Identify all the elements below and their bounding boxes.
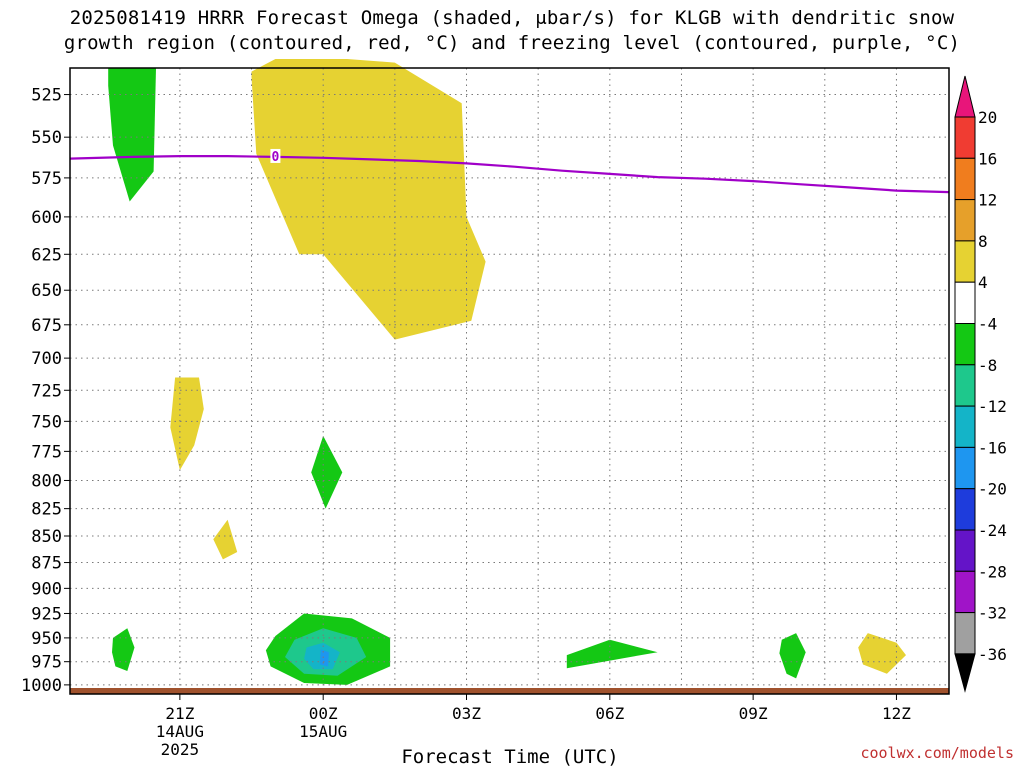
y-tick-label-700: 700: [31, 349, 62, 369]
omega-region-0: [108, 68, 156, 202]
colorbar-label-6: -8: [978, 356, 997, 375]
y-tick-label-675: 675: [31, 316, 62, 336]
colorbar-label-12: -32: [978, 604, 1007, 623]
y-tick-label-850: 850: [31, 527, 62, 547]
chart-title: 2025081419 HRRR Forecast Omega (shaded, …: [0, 6, 1024, 56]
omega-region-1: [251, 59, 486, 340]
colorbar-bin-7: [954, 364, 976, 407]
credit-link[interactable]: coolwx.com/models: [860, 744, 1014, 762]
colorbar-bin-6: [954, 323, 976, 366]
colorbar-bin-8: [954, 405, 976, 448]
colorbar-label-8: -16: [978, 438, 1007, 457]
x-tick-sublabel-21Z: 14AUG: [156, 722, 204, 741]
y-axis: 525 550 575 600 625 650 675 700 725 750 775 800 825 8…: [21, 86, 70, 696]
y-tick-label-800: 800: [31, 471, 62, 491]
omega-region-5: [112, 628, 135, 671]
colorbar-bin-1: [954, 116, 976, 159]
y-tick-label-525: 525: [31, 86, 62, 106]
omega-region-12: [858, 633, 906, 674]
y-tick-label-575: 575: [31, 169, 62, 189]
x-tick-label-06Z: 06Z: [595, 704, 624, 723]
y-tick-label-875: 875: [31, 554, 62, 574]
omega-region-10: [566, 639, 658, 669]
colorbar-label-3: 8: [978, 232, 988, 251]
colorbar-label-1: 16: [978, 149, 997, 168]
colorbar-label-0: 20: [978, 108, 997, 127]
y-tick-label-950: 950: [31, 629, 62, 649]
colorbar-bin-12: [954, 570, 976, 614]
x-tick-label-21Z: 21Z: [165, 704, 194, 723]
contour-label-bg: [270, 148, 281, 163]
grid: [70, 68, 949, 694]
colorbar-bin-2: [954, 157, 976, 201]
colorbar-bottom-triangle: [954, 653, 976, 693]
omega-region-2: [170, 377, 204, 471]
x-tick-label-12Z: 12Z: [882, 704, 911, 723]
omega-region-9: [319, 649, 329, 667]
colorbar-label-2: 12: [978, 191, 997, 210]
chart-title-line2: growth region (contoured, red, °C) and f…: [63, 32, 961, 54]
omega-region-4: [213, 519, 238, 560]
x-axis-title: Forecast Time (UTC): [401, 746, 619, 768]
y-tick-label-925: 925: [31, 604, 62, 624]
y-tick-label-550: 550: [31, 128, 62, 148]
colorbar-bin-5: [954, 281, 976, 325]
freezing-level-line: [69, 155, 950, 194]
colorbar-label-9: -20: [978, 480, 1007, 499]
colorbar-bin-11: [954, 529, 976, 572]
omega-shading: [108, 59, 906, 685]
x-tick-label-00Z: 00Z: [309, 704, 338, 723]
plot-frame: [69, 67, 950, 695]
y-tick-label-825: 825: [31, 500, 62, 520]
colorbar-label-11: -28: [978, 562, 1007, 581]
y-tick-label-600: 600: [31, 208, 62, 228]
x-tick-label-03Z: 03Z: [452, 704, 481, 723]
y-tick-label-725: 725: [31, 381, 62, 401]
colorbar-label-5: -4: [978, 315, 997, 334]
contour-label: 0: [272, 150, 280, 165]
colorbar-bin-4: [954, 240, 976, 283]
y-tick-label-775: 775: [31, 442, 62, 462]
omega-region-11: [779, 633, 806, 679]
colorbar-label-13: -36: [978, 645, 1007, 664]
x-tick-label-09Z: 09Z: [739, 704, 768, 723]
ground-bar: [70, 688, 949, 694]
y-tick-label-625: 625: [31, 245, 62, 265]
colorbar-bin-13: [954, 612, 976, 655]
colorbar-label-10: -24: [978, 521, 1007, 540]
colorbar-bin-9: [954, 446, 976, 490]
x-tick-year-21Z: 2025: [161, 740, 200, 759]
colorbar-bin-10: [954, 488, 976, 531]
y-tick-label-975: 975: [31, 653, 62, 673]
y-tick-label-650: 650: [31, 281, 62, 301]
freezing-level-series: 0: [69, 148, 950, 194]
colorbar: 20 16 12 8 4 -4 -8 -12 -16 -20 -24 -28 -32 -36: [954, 75, 1007, 693]
y-tick-label-1000: 1000: [21, 676, 62, 696]
omega-region-3: [311, 435, 343, 509]
colorbar-top-triangle: [954, 75, 976, 118]
colorbar-label-4: 4: [978, 273, 988, 292]
chart-title-line1: 2025081419 HRRR Forecast Omega (shaded, …: [69, 7, 955, 29]
y-tick-label-900: 900: [31, 579, 62, 599]
y-tick-label-750: 750: [31, 412, 62, 432]
x-tick-sublabel-00Z: 15AUG: [299, 722, 347, 741]
colorbar-label-7: -12: [978, 397, 1007, 416]
colorbar-bin-3: [954, 199, 976, 242]
